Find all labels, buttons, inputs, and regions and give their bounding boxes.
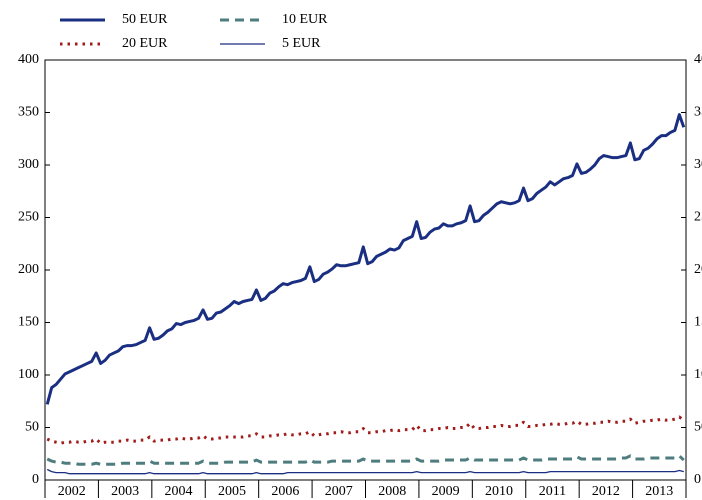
y2-tick-label: 250 <box>694 210 702 225</box>
legend-label: 5 EUR <box>282 36 321 51</box>
y2-tick-label: 100 <box>694 367 702 382</box>
x-tick-label: 2007 <box>325 484 353 499</box>
y-tick-label: 150 <box>18 315 39 330</box>
y2-tick-label: 300 <box>694 157 702 172</box>
series-line <box>46 415 685 445</box>
y-tick-label: 100 <box>18 367 39 382</box>
legend-label: 10 EUR <box>282 12 328 27</box>
x-tick-label: 2003 <box>111 484 139 499</box>
x-tick-label: 2008 <box>378 484 406 499</box>
y-tick-label: 0 <box>32 472 39 487</box>
y-tick-label: 300 <box>18 157 39 172</box>
legend-label: 50 EUR <box>122 12 168 27</box>
y-tick-label: 50 <box>25 420 39 435</box>
x-tick-label: 2012 <box>592 484 620 499</box>
plot-frame <box>44 59 687 481</box>
y-tick-label: 350 <box>18 105 39 120</box>
x-tick-label: 2013 <box>645 484 673 499</box>
y2-tick-label: 150 <box>694 315 702 330</box>
y2-tick-label: 200 <box>694 262 702 277</box>
x-tick-label: 2010 <box>485 484 513 499</box>
y-tick-label: 200 <box>18 262 39 277</box>
series-line <box>45 113 686 405</box>
y2-tick-label: 400 <box>694 52 702 67</box>
legend-label: 20 EUR <box>122 36 168 51</box>
y-tick-label: 250 <box>18 210 39 225</box>
x-tick-label: 2004 <box>165 484 193 499</box>
x-tick-label: 2011 <box>539 484 566 499</box>
series-line <box>46 454 685 466</box>
x-tick-label: 2006 <box>271 484 299 499</box>
x-tick-label: 2002 <box>58 484 86 499</box>
y2-tick-label: 0 <box>694 472 701 487</box>
series-line <box>46 468 684 475</box>
y-tick-label: 400 <box>18 52 39 67</box>
x-tick-label: 2009 <box>432 484 460 499</box>
y2-tick-label: 50 <box>694 420 702 435</box>
y2-tick-label: 350 <box>694 105 702 120</box>
x-tick-label: 2005 <box>218 484 246 499</box>
